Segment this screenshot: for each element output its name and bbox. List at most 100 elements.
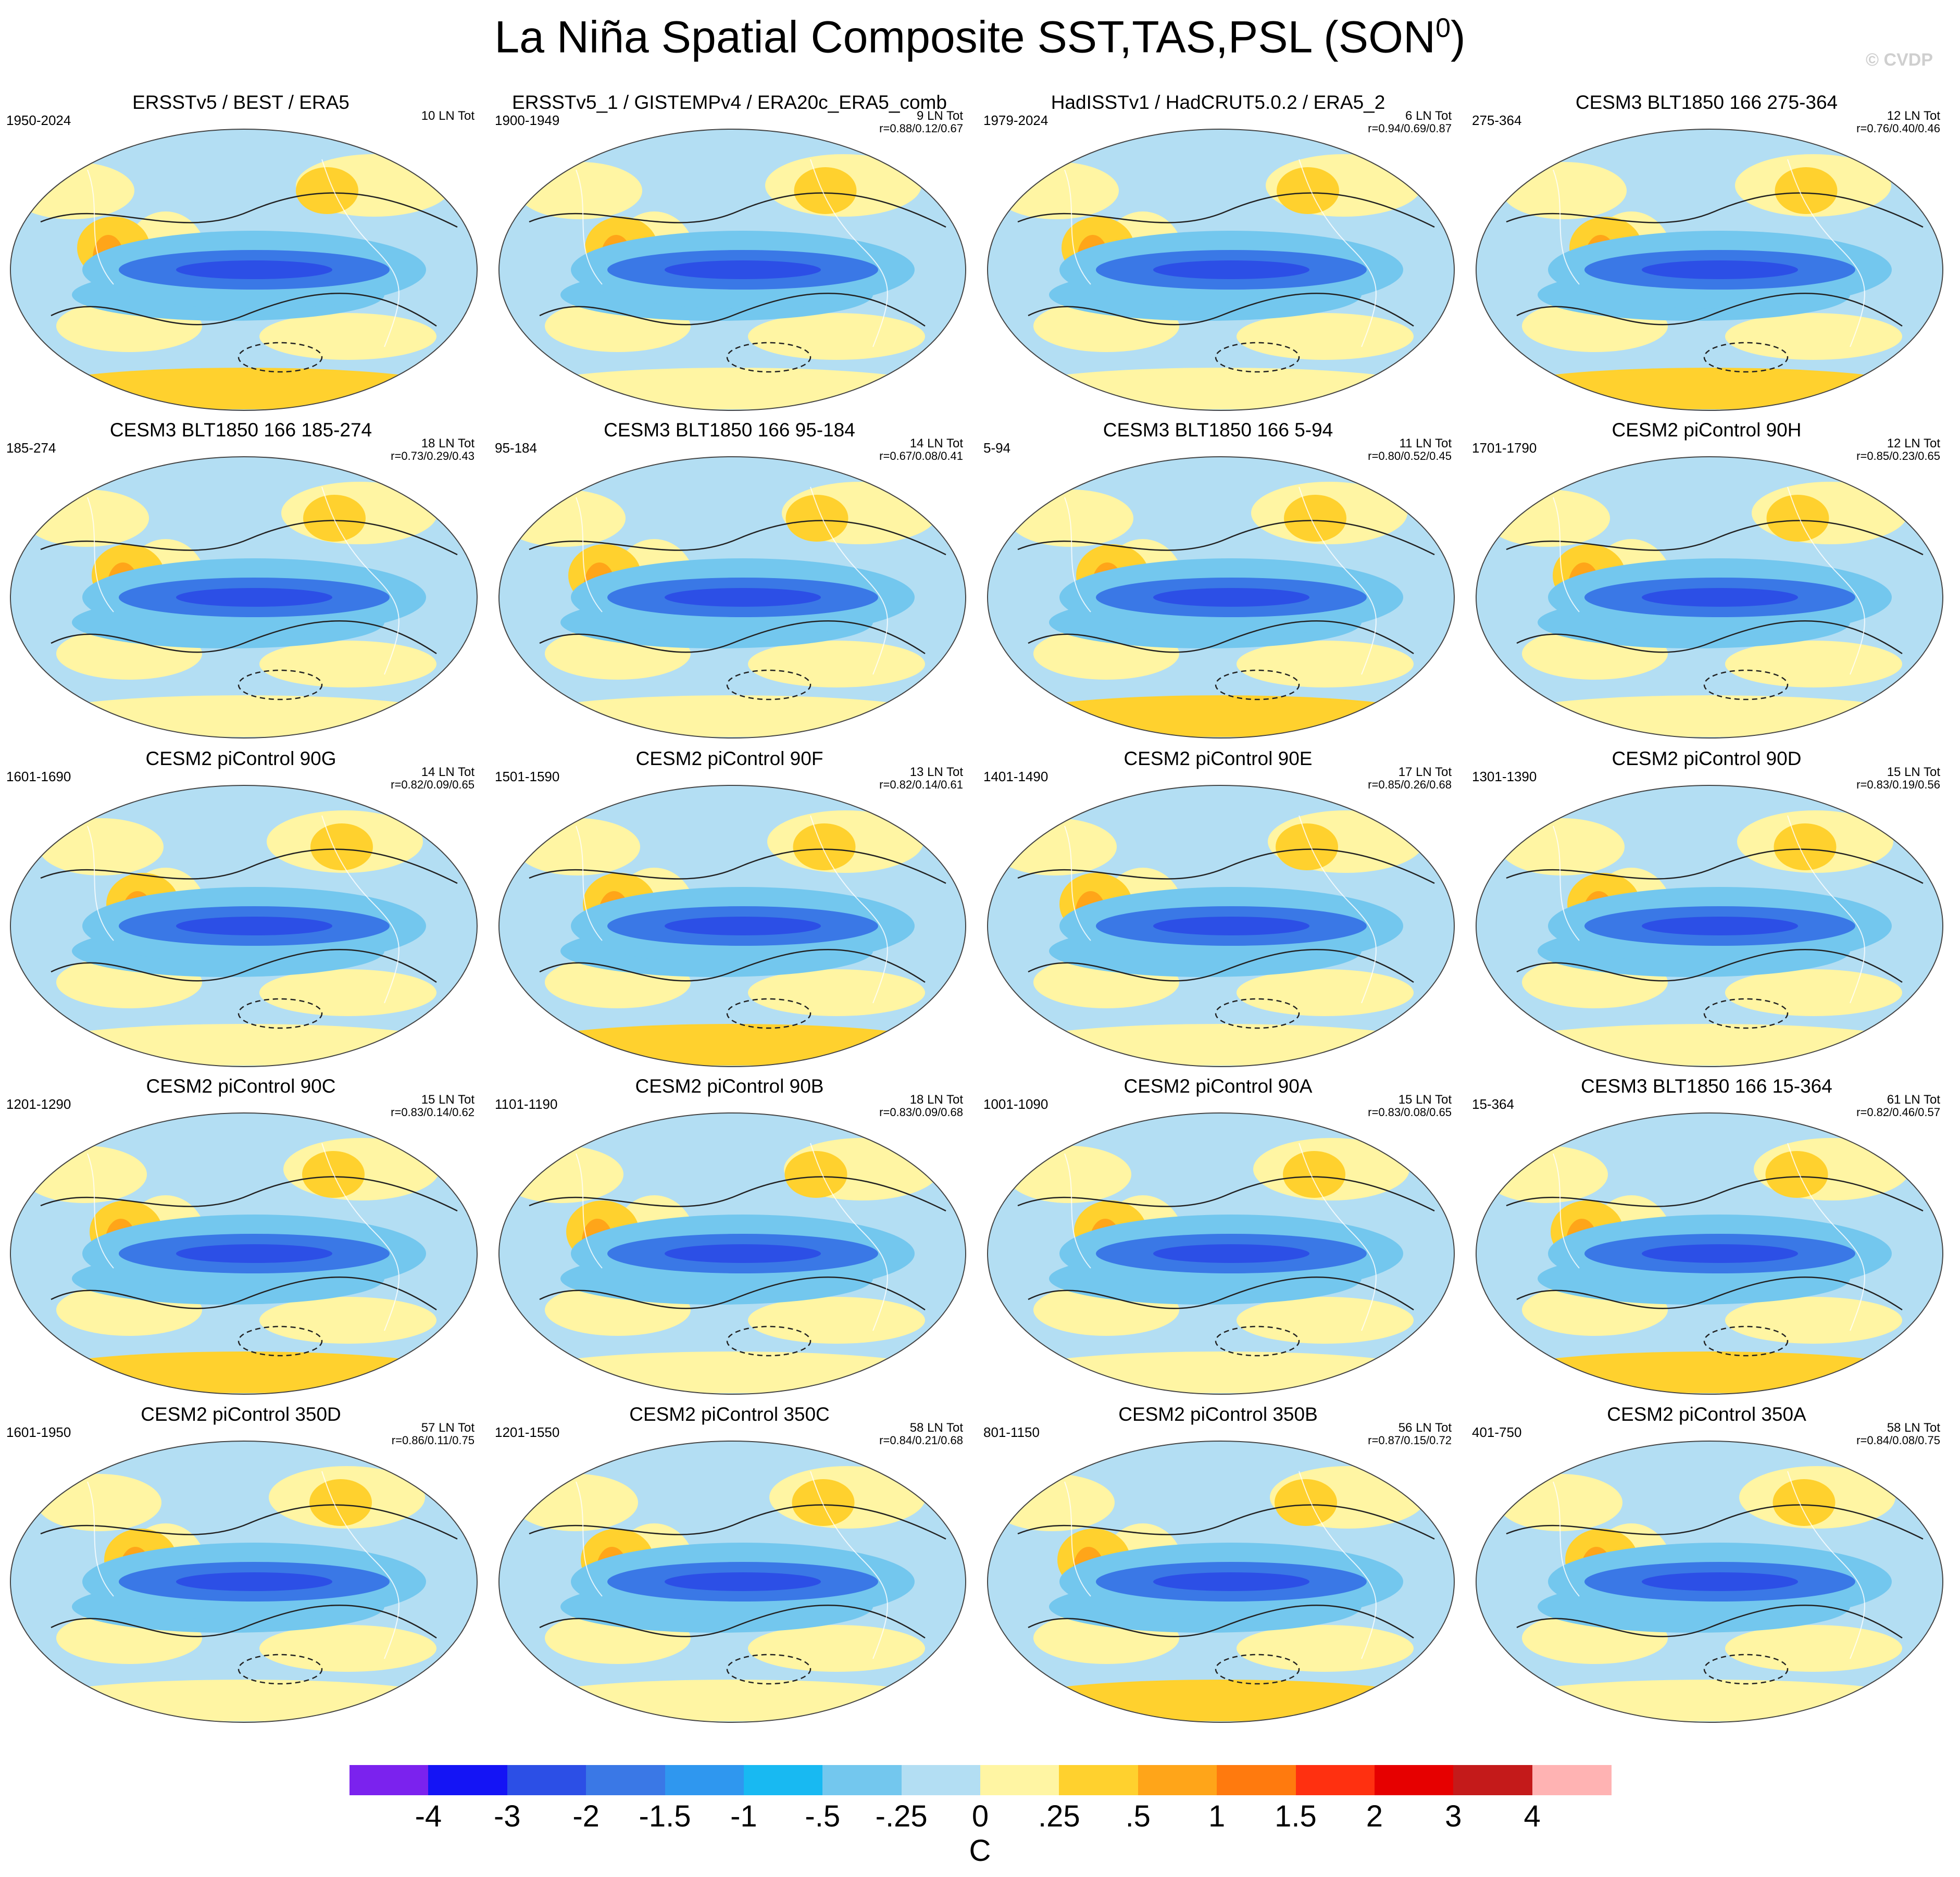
panel-ln-total: 15 LN Tot: [1398, 1093, 1452, 1107]
map-panel: CESM2 piControl 90C 1201-1290 15 LN Tot r…: [0, 1075, 482, 1398]
panel-pattern-correlation: r=0.82/0.09/0.65: [391, 778, 475, 792]
panel-ln-total: 14 LN Tot: [421, 765, 475, 779]
panel-event-count: 14 LN Tot r=0.67/0.08/0.41: [879, 437, 963, 462]
panel-title: CESM2 piControl 350B: [1118, 1404, 1318, 1425]
map-projection: [987, 129, 1455, 411]
panel-years: 1401-1490: [983, 769, 1048, 784]
map-projection: [1476, 785, 1943, 1067]
panel-ln-total: 13 LN Tot: [909, 765, 963, 779]
colorbar-tick-label: -1.5: [639, 1799, 691, 1833]
panel-event-count: 58 LN Tot r=0.84/0.08/0.75: [1856, 1421, 1940, 1446]
panel-title: CESM3 BLT1850 166 185-274: [109, 419, 372, 441]
panel-years: 1101-1190: [495, 1096, 558, 1112]
map-panel: CESM2 piControl 90A 1001-1090 15 LN Tot r…: [977, 1075, 1459, 1398]
watermark: © CVDP: [1866, 50, 1933, 70]
panel-title: CESM2 piControl 90C: [146, 1075, 336, 1097]
colorbar-swatch: [822, 1765, 902, 1795]
map-projection: [1476, 456, 1943, 739]
panel-title: CESM2 piControl 350C: [629, 1404, 830, 1425]
colorbar: [349, 1765, 1612, 1795]
figure-title: La Niña Spatial Composite SST,TAS,PSL (S…: [494, 12, 1466, 62]
colorbar-tick-label: -.25: [875, 1799, 928, 1833]
map-projection: [1476, 1112, 1943, 1395]
panel-event-count: 58 LN Tot r=0.84/0.21/0.68: [879, 1421, 963, 1446]
panel-title: CESM2 piControl 350D: [141, 1404, 341, 1425]
panel-event-count: 15 LN Tot r=0.83/0.19/0.56: [1856, 766, 1940, 791]
panel-event-count: 61 LN Tot r=0.82/0.46/0.57: [1856, 1093, 1940, 1118]
panel-event-count: 10 LN Tot: [421, 109, 475, 122]
panel-pattern-correlation: r=0.83/0.14/0.62: [391, 1106, 475, 1119]
colorbar-tick-label: -.5: [805, 1799, 841, 1833]
panel-years: 1201-1550: [495, 1424, 560, 1440]
panel-ln-total: 12 LN Tot: [1887, 109, 1940, 123]
panel-event-count: 15 LN Tot r=0.83/0.14/0.62: [391, 1093, 475, 1118]
map-projection: [987, 1112, 1455, 1395]
colorbar-swatch: [507, 1765, 586, 1795]
panel-pattern-correlation: r=0.84/0.21/0.68: [879, 1434, 963, 1447]
colorbar-swatch: [901, 1765, 981, 1795]
panel-pattern-correlation: r=0.86/0.11/0.75: [391, 1434, 475, 1447]
panel-years: 401-750: [1472, 1424, 1522, 1440]
map-panel: CESM2 piControl 90H 1701-1790 12 LN Tot r…: [1466, 419, 1947, 742]
panel-event-count: 9 LN Tot r=0.88/0.12/0.67: [879, 109, 963, 134]
panel-event-count: 11 LN Tot r=0.80/0.52/0.45: [1368, 437, 1452, 462]
panel-years: 185-274: [6, 440, 56, 456]
panel-title: CESM2 piControl 90D: [1612, 748, 1802, 769]
panel-pattern-correlation: r=0.67/0.08/0.41: [879, 449, 963, 463]
map-panel: CESM2 piControl 90B 1101-1190 18 LN Tot r…: [489, 1075, 970, 1398]
colorbar-swatch: [1059, 1765, 1139, 1795]
map-panel: CESM3 BLT1850 166 95-184 95-184 14 LN To…: [489, 419, 970, 742]
panel-pattern-correlation: r=0.94/0.69/0.87: [1368, 122, 1452, 135]
panel-title: ERSSTv5_1 / GISTEMPv4 / ERA20c_ERA5_comb: [512, 92, 947, 113]
map-projection: [1476, 129, 1943, 411]
panel-pattern-correlation: r=0.85/0.23/0.65: [1856, 449, 1940, 463]
panel-title: CESM2 piControl 90F: [635, 748, 823, 769]
colorbar-tick-label: 2: [1366, 1799, 1383, 1833]
panel-event-count: 14 LN Tot r=0.82/0.09/0.65: [391, 766, 475, 791]
map-panel: CESM2 piControl 350C 1201-1550 58 LN Tot…: [489, 1404, 970, 1726]
panel-pattern-correlation: r=0.73/0.29/0.43: [391, 449, 475, 463]
colorbar-unit: C: [969, 1834, 991, 1868]
map-projection: [10, 456, 478, 739]
panel-years: 1201-1290: [6, 1096, 71, 1112]
panel-ln-total: 15 LN Tot: [1887, 765, 1940, 779]
panel-event-count: 18 LN Tot r=0.83/0.09/0.68: [879, 1093, 963, 1118]
panel-years: 1701-1790: [1472, 440, 1537, 456]
map-panel: CESM2 piControl 350D 1601-1950 57 LN Tot…: [0, 1404, 482, 1726]
panel-ln-total: 58 LN Tot: [1887, 1421, 1940, 1435]
panel-years: 1001-1090: [983, 1096, 1048, 1112]
panel-years: 15-364: [1472, 1096, 1514, 1112]
panel-event-count: 18 LN Tot r=0.73/0.29/0.43: [391, 437, 475, 462]
panel-pattern-correlation: r=0.88/0.12/0.67: [879, 122, 963, 135]
panel-ln-total: 17 LN Tot: [1398, 765, 1452, 779]
map-projection: [987, 1441, 1455, 1723]
panel-years: 5-94: [983, 440, 1011, 456]
panel-ln-total: 61 LN Tot: [1887, 1093, 1940, 1107]
map-projection: [1476, 1441, 1943, 1723]
panel-pattern-correlation: r=0.83/0.19/0.56: [1856, 778, 1940, 792]
panel-pattern-correlation: r=0.84/0.08/0.75: [1856, 1434, 1940, 1447]
map-panel: CESM2 piControl 90E 1401-1490 17 LN Tot r…: [977, 748, 1459, 1071]
map-projection: [10, 1441, 478, 1723]
panel-title: CESM2 piControl 90A: [1123, 1075, 1313, 1097]
panel-title: CESM2 piControl 350A: [1607, 1404, 1806, 1425]
panel-ln-total: 57 LN Tot: [421, 1421, 475, 1435]
map-panel: ERSSTv5_1 / GISTEMPv4 / ERA20c_ERA5_comb…: [489, 92, 970, 415]
panel-years: 1950-2024: [6, 112, 71, 128]
panel-pattern-correlation: r=0.82/0.14/0.61: [879, 778, 963, 792]
map-panel: CESM2 piControl 90F 1501-1590 13 LN Tot r…: [489, 748, 970, 1071]
map-projection: [498, 456, 966, 739]
map-panel: CESM2 piControl 350A 401-750 58 LN Tot r=…: [1466, 1404, 1947, 1726]
map-panel: ERSSTv5 / BEST / ERA5 1950-2024 10 LN To…: [0, 92, 482, 415]
panel-years: 95-184: [495, 440, 537, 456]
map-projection: [10, 785, 478, 1067]
panel-event-count: 12 LN Tot r=0.76/0.40/0.46: [1856, 109, 1940, 134]
panel-ln-total: 18 LN Tot: [421, 436, 475, 451]
colorbar-tick-label: 0: [971, 1799, 989, 1833]
panel-event-count: 12 LN Tot r=0.85/0.23/0.65: [1856, 437, 1940, 462]
colorbar-swatch: [1217, 1765, 1296, 1795]
map-projection: [10, 129, 478, 411]
panel-years: 1601-1690: [6, 769, 71, 784]
panel-pattern-correlation: r=0.82/0.46/0.57: [1856, 1106, 1940, 1119]
panel-years: 275-364: [1472, 112, 1522, 128]
